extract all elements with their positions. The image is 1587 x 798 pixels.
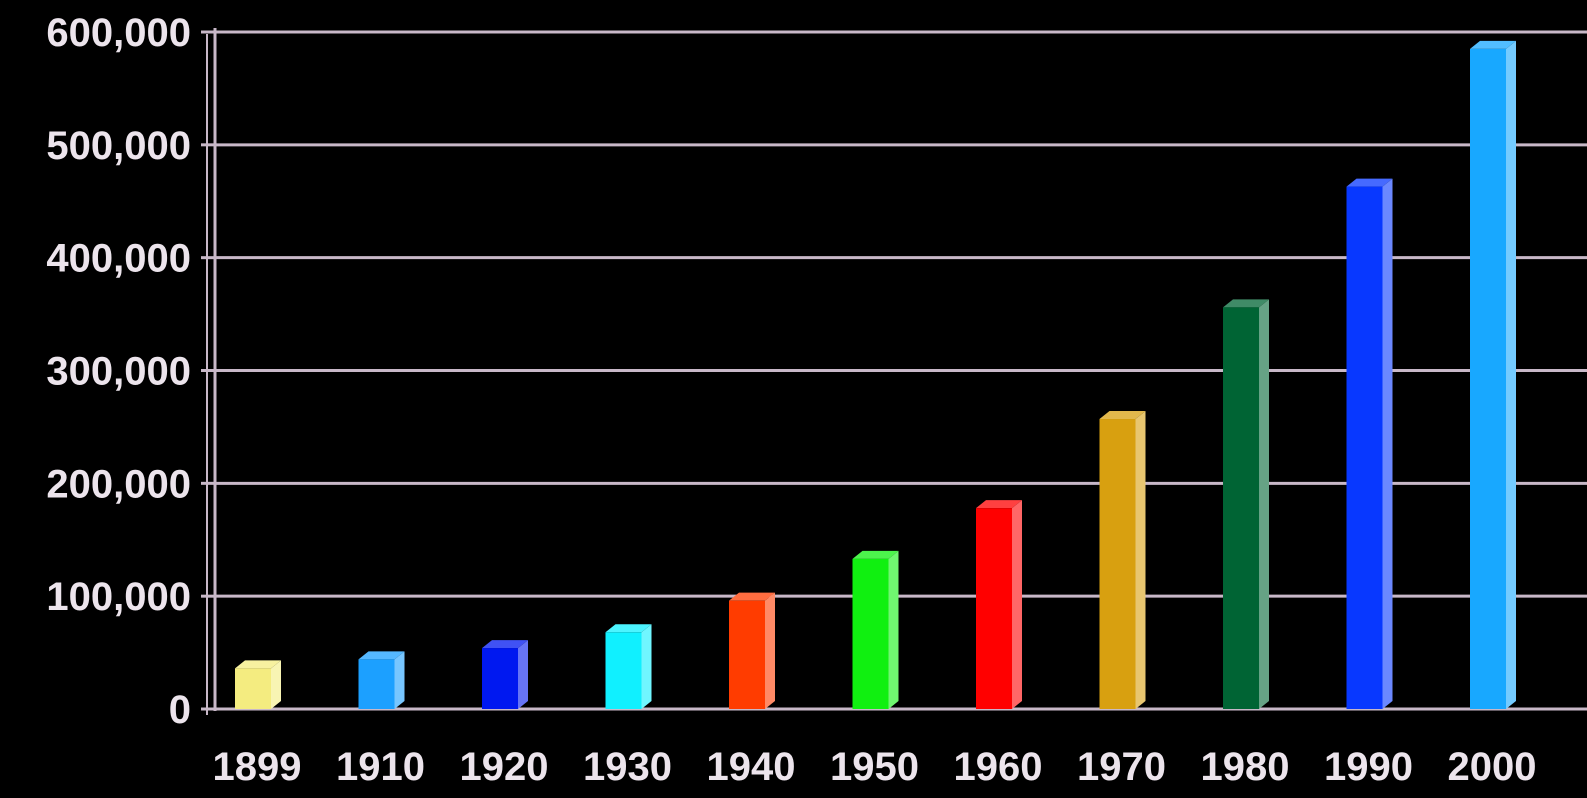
bar-top: [358, 651, 405, 660]
x-tick-label: 1910: [336, 745, 425, 789]
x-tick-label: 1970: [1077, 745, 1166, 789]
bar-side: [1382, 178, 1393, 709]
bar-1940: [729, 592, 775, 709]
bar-top: [605, 624, 652, 633]
x-tick-label: 1920: [460, 745, 549, 789]
bar-1990: [1346, 178, 1393, 709]
bar-front: [1346, 186, 1383, 709]
y-tick-label: 500,000: [46, 124, 191, 168]
bar-top: [729, 592, 775, 601]
bars-layer: [235, 40, 1516, 710]
bar-front: [852, 558, 889, 709]
bar-1970: [1099, 411, 1146, 709]
bar-top: [1470, 40, 1516, 49]
bar-front: [1223, 307, 1259, 709]
bar-side: [394, 651, 405, 709]
x-tick-label: 2000: [1448, 745, 1537, 789]
bar-top: [235, 660, 281, 669]
bar-side: [1259, 299, 1269, 709]
bar-side: [1012, 500, 1022, 709]
bar-side: [888, 550, 899, 709]
bar-1899: [235, 660, 281, 709]
bar-top: [482, 640, 528, 649]
bar-top: [1346, 178, 1393, 187]
bar-side: [641, 624, 652, 709]
x-axis-tick-labels: 1899 1910 1920 1930 1940 1950 1960 1970 1980 1990…: [213, 745, 1537, 789]
bar-side: [518, 640, 528, 709]
x-tick-label: 1960: [954, 745, 1043, 789]
bar-front: [358, 659, 395, 709]
x-tick-label: 1990: [1324, 745, 1413, 789]
y-axis-tick-labels: 0 100,000 200,000 300,000 400,000 500,000 600,…: [46, 11, 191, 732]
bar-side: [1506, 40, 1516, 710]
y-tick-label: 100,000: [46, 575, 191, 619]
x-tick-label: 1940: [707, 745, 796, 789]
x-tick-label: 1899: [213, 745, 302, 789]
bar-1930: [605, 624, 652, 709]
bar-side: [271, 660, 281, 709]
bar-side: [765, 592, 775, 709]
bar-front: [605, 632, 642, 709]
bar-top: [852, 550, 899, 559]
bar-front: [976, 508, 1012, 709]
x-tick-label: 1950: [830, 745, 919, 789]
bar-front: [1470, 48, 1506, 710]
bar-front: [235, 668, 271, 709]
bar-top: [1223, 299, 1269, 308]
bar-1950: [852, 550, 899, 709]
bar-1980: [1223, 299, 1269, 709]
x-tick-label: 1930: [583, 745, 672, 789]
x-tick-label: 1980: [1201, 745, 1290, 789]
y-tick-label: 600,000: [46, 11, 191, 55]
bar-front: [482, 648, 518, 709]
bar-top: [1099, 411, 1146, 420]
y-tick-label: 0: [169, 688, 191, 732]
bar-1960: [976, 500, 1022, 709]
y-tick-label: 400,000: [46, 237, 191, 281]
bar-top: [976, 500, 1022, 509]
bar-side: [1135, 411, 1146, 709]
y-tick-label: 300,000: [46, 350, 191, 394]
y-tick-label: 200,000: [46, 462, 191, 506]
bar-1910: [358, 651, 405, 709]
bar-front: [1099, 419, 1136, 709]
bar-1920: [482, 640, 528, 709]
bar-2000: [1470, 40, 1516, 710]
bar-front: [729, 600, 765, 709]
